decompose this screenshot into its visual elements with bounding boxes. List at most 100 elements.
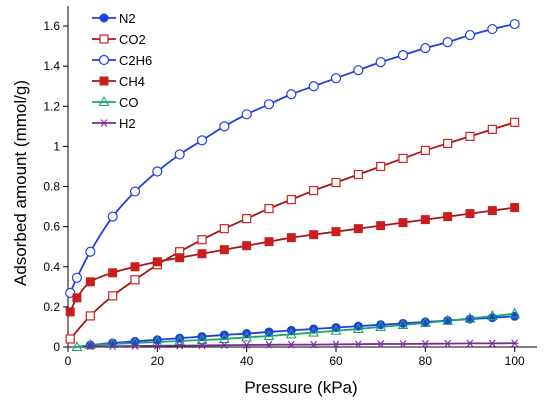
data-point-ch4 — [309, 230, 319, 240]
legend-item-co2: CO2 — [92, 32, 146, 47]
data-point-ch4 — [443, 212, 453, 222]
data-point-co — [464, 312, 476, 323]
asterisk-stroke — [444, 339, 452, 348]
data-point-h2 — [309, 340, 318, 349]
data-point-h2 — [220, 341, 229, 350]
data-point-co — [375, 320, 387, 331]
data-point-c2h6 — [241, 109, 252, 120]
legend-item-co: CO — [92, 95, 139, 110]
legend-label-co2: CO2 — [119, 32, 146, 47]
data-point-ch4 — [242, 241, 252, 251]
data-point-co2 — [331, 177, 341, 188]
data-point-c2h6 — [152, 166, 163, 177]
data-point-co — [263, 329, 275, 341]
asterisk-stroke — [176, 341, 184, 350]
legend-label-c2h6: C2H6 — [119, 53, 152, 68]
legend: N2 CO2 C2H6 CH4 CO H2 — [92, 11, 152, 131]
data-point-ch4 — [152, 257, 162, 267]
series-points-c2h6 — [65, 18, 520, 298]
data-point-ch4 — [353, 224, 363, 234]
data-point-co2 — [353, 169, 363, 180]
data-point-co — [442, 314, 454, 325]
data-point-co — [509, 307, 521, 318]
asterisk-stroke — [220, 341, 228, 350]
x-tick-label: 40 — [240, 354, 254, 368]
asterisk-stroke — [86, 342, 94, 351]
data-point-co — [419, 316, 431, 327]
data-point-co — [71, 340, 83, 352]
legend-marker-co2 — [99, 34, 109, 44]
data-point-ch4 — [398, 218, 408, 228]
asterisk-stroke — [488, 339, 496, 348]
data-point-co2 — [487, 124, 497, 134]
data-point-c2h6 — [330, 73, 342, 84]
data-point-h2 — [399, 340, 407, 348]
data-point-co2 — [130, 275, 140, 285]
data-point-h2 — [108, 342, 117, 351]
data-point-co — [174, 334, 186, 346]
data-point-h2 — [332, 340, 340, 349]
data-point-h2 — [488, 339, 497, 348]
data-point-co — [330, 324, 342, 335]
data-point-c2h6 — [107, 211, 118, 222]
series-markers — [65, 18, 521, 352]
data-point-co — [218, 332, 230, 344]
data-point-h2 — [265, 340, 273, 349]
data-point-h2 — [86, 342, 95, 351]
data-point-h2 — [287, 340, 296, 349]
data-point-h2 — [466, 339, 474, 348]
x-tick-label: 0 — [65, 354, 72, 368]
y-tick-label: 1.2 — [43, 99, 60, 113]
data-point-c2h6 — [509, 18, 520, 30]
legend-item-n2: N2 — [92, 11, 136, 26]
asterisk-stroke — [153, 341, 161, 350]
data-point-h2 — [376, 340, 385, 348]
data-point-co2 — [286, 194, 296, 205]
asterisk-stroke — [265, 340, 273, 349]
data-point-co2 — [465, 131, 475, 141]
data-point-co2 — [443, 138, 453, 149]
data-point-c2h6 — [353, 65, 364, 76]
legend-marker-n2 — [99, 13, 109, 23]
series-lines — [69, 23, 515, 348]
asterisk-stroke — [243, 341, 251, 349]
legend-item-ch4: CH4 — [92, 74, 145, 89]
asterisk-stroke — [310, 340, 318, 349]
data-point-co2 — [197, 235, 207, 245]
y-tick-label: 0.6 — [43, 220, 60, 234]
data-point-co2 — [242, 214, 252, 224]
asterisk-stroke — [511, 339, 519, 348]
data-point-ch4 — [85, 277, 95, 287]
series-line-c2h6 — [69, 23, 515, 294]
legend-item-h2: H2 — [92, 116, 136, 131]
y-axis-title: Adsorbed amount (mmol/g) — [11, 80, 30, 286]
data-point-c2h6 — [464, 29, 476, 41]
asterisk-stroke — [377, 340, 385, 348]
data-point-co2 — [398, 153, 408, 164]
data-point-co2 — [85, 311, 95, 321]
legend-label-h2: H2 — [119, 116, 136, 131]
data-point-ch4 — [420, 215, 430, 225]
data-point-co2 — [420, 145, 430, 156]
x-tick-label: 80 — [419, 354, 433, 368]
legend-marker-c2h6 — [98, 54, 110, 66]
data-point-ch4 — [219, 245, 229, 255]
data-point-h2 — [510, 339, 519, 348]
data-point-c2h6 — [219, 121, 230, 132]
data-point-ch4 — [197, 249, 207, 259]
asterisk-stroke — [287, 340, 295, 349]
data-point-c2h6 — [442, 37, 453, 48]
data-point-co2 — [510, 117, 520, 127]
asterisk-stroke — [198, 341, 206, 350]
data-point-co2 — [309, 185, 319, 196]
data-point-ch4 — [465, 209, 475, 219]
asterisk-stroke — [332, 340, 340, 349]
y-tick-label: 1.4 — [43, 59, 60, 73]
series-points-h2 — [86, 339, 519, 351]
data-point-c2h6 — [397, 50, 409, 61]
data-point-h2 — [175, 341, 184, 350]
data-point-co — [241, 331, 253, 342]
y-tick-label: 1 — [53, 139, 60, 153]
